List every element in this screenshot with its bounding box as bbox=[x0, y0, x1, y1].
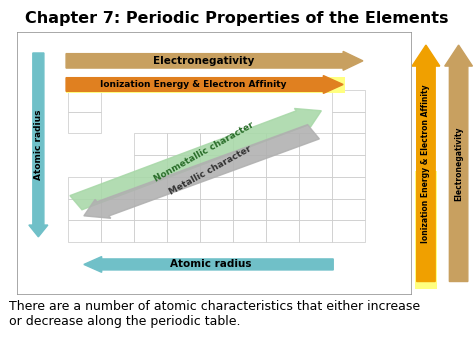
Bar bbox=[332, 90, 365, 111]
Bar bbox=[167, 220, 200, 242]
Bar bbox=[200, 220, 233, 242]
Bar bbox=[299, 155, 332, 177]
Bar bbox=[299, 220, 332, 242]
Bar bbox=[299, 177, 332, 198]
FancyArrow shape bbox=[84, 257, 333, 272]
Bar bbox=[233, 177, 266, 198]
FancyArrow shape bbox=[412, 45, 440, 282]
Bar bbox=[167, 198, 200, 220]
Bar bbox=[101, 198, 134, 220]
FancyArrow shape bbox=[445, 45, 473, 282]
Bar bbox=[167, 177, 200, 198]
Text: Atomic radius: Atomic radius bbox=[170, 260, 251, 269]
Bar bbox=[200, 155, 233, 177]
Bar bbox=[266, 220, 299, 242]
Text: Electronegativity: Electronegativity bbox=[454, 126, 463, 201]
Text: Metallic character: Metallic character bbox=[167, 144, 253, 197]
Bar bbox=[266, 155, 299, 177]
Bar bbox=[200, 177, 233, 198]
Bar bbox=[68, 177, 101, 198]
Bar bbox=[233, 220, 266, 242]
Text: Ionization Energy & Electron Affinity: Ionization Energy & Electron Affinity bbox=[421, 84, 430, 242]
Bar bbox=[415, 171, 437, 289]
Bar bbox=[167, 155, 200, 177]
Bar bbox=[233, 133, 266, 155]
Bar bbox=[68, 198, 101, 220]
FancyArrow shape bbox=[84, 125, 319, 218]
Bar bbox=[134, 198, 167, 220]
Bar bbox=[134, 133, 167, 155]
Bar bbox=[332, 220, 365, 242]
FancyArrow shape bbox=[66, 76, 343, 93]
Bar bbox=[332, 177, 365, 198]
Text: Electronegativity: Electronegativity bbox=[153, 56, 254, 66]
FancyArrow shape bbox=[29, 53, 48, 237]
Text: Ionization Energy & Electron Affinity: Ionization Energy & Electron Affinity bbox=[100, 80, 287, 89]
Bar bbox=[167, 133, 200, 155]
Bar bbox=[200, 133, 233, 155]
Bar bbox=[266, 133, 299, 155]
Bar bbox=[101, 177, 134, 198]
Bar bbox=[299, 133, 332, 155]
Bar bbox=[68, 90, 101, 111]
Bar bbox=[68, 111, 101, 133]
Bar bbox=[68, 220, 101, 242]
Bar bbox=[134, 220, 167, 242]
FancyArrow shape bbox=[66, 51, 363, 70]
Text: Nonmetallic character: Nonmetallic character bbox=[152, 121, 255, 184]
Bar bbox=[233, 198, 266, 220]
Bar bbox=[299, 198, 332, 220]
Bar bbox=[332, 198, 365, 220]
Bar bbox=[332, 111, 365, 133]
Text: Atomic radius: Atomic radius bbox=[34, 110, 43, 180]
Bar bbox=[332, 133, 365, 155]
FancyArrow shape bbox=[70, 109, 321, 210]
Bar bbox=[134, 177, 167, 198]
Text: There are a number of atomic characteristics that either increase
or decrease al: There are a number of atomic characteris… bbox=[9, 300, 420, 328]
FancyBboxPatch shape bbox=[17, 32, 412, 295]
Bar bbox=[233, 155, 266, 177]
Bar bbox=[266, 177, 299, 198]
Bar bbox=[66, 77, 345, 93]
Bar bbox=[134, 155, 167, 177]
Text: Chapter 7: Periodic Properties of the Elements: Chapter 7: Periodic Properties of the El… bbox=[25, 11, 449, 26]
Bar bbox=[266, 198, 299, 220]
Bar bbox=[101, 220, 134, 242]
Bar bbox=[200, 198, 233, 220]
Bar bbox=[332, 155, 365, 177]
